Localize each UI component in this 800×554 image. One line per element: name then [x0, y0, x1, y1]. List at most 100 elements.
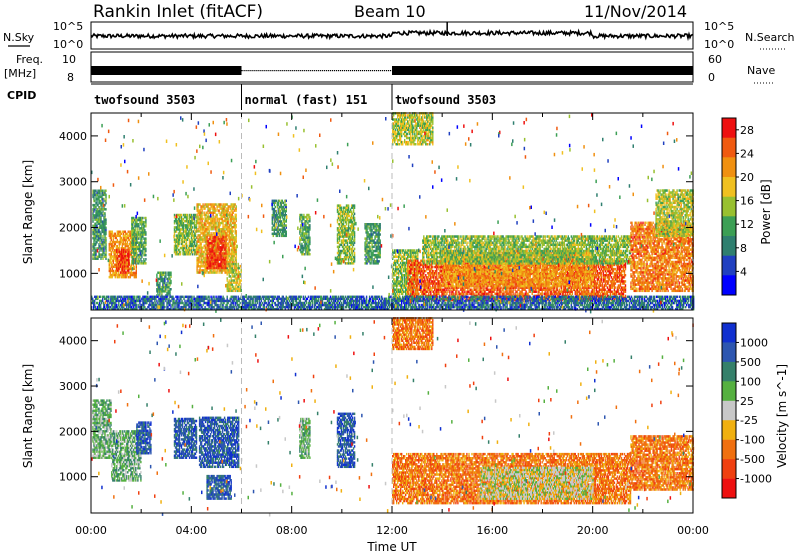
- colorbar-tick-label: 100: [740, 375, 761, 388]
- colorbar-swatch: [722, 420, 736, 440]
- time-tick-label: 00:00: [677, 524, 709, 537]
- time-tick-label: 08:00: [276, 524, 308, 537]
- velocity-ylabel: Slant Range [km]: [21, 364, 35, 468]
- echo-region: [198, 416, 240, 469]
- freq-dot: [289, 70, 291, 72]
- freq-dot: [347, 70, 350, 72]
- echo-region: [116, 248, 130, 274]
- echo-region: [364, 223, 381, 265]
- time-tick-label: 20:00: [577, 524, 609, 537]
- nave-rtick-bottom: 0: [708, 71, 715, 84]
- colorbar-swatch: [722, 400, 736, 421]
- colorbar-tick-label: -1000: [740, 473, 772, 486]
- colorbar-swatch: [722, 323, 736, 343]
- echo-region: [136, 421, 152, 455]
- power-colorbar: 4 8 12 16 20 24 28: [721, 117, 754, 296]
- nave-rtick-top: 60: [708, 53, 722, 66]
- freq-dot: [291, 70, 293, 72]
- freq-dot: [377, 70, 380, 72]
- freq-dot: [327, 70, 329, 72]
- freq-dot: [361, 70, 364, 72]
- freq-dot: [359, 70, 362, 72]
- freq-dot: [297, 70, 299, 72]
- colorbar-swatch: [722, 381, 736, 401]
- freq-dot: [269, 70, 271, 72]
- freq-dot: [255, 70, 257, 72]
- freq-dot: [261, 70, 263, 72]
- colorbar-swatch: [722, 177, 736, 197]
- nsky-line: [90, 28, 694, 42]
- freq-ytick-top: 10: [62, 53, 76, 66]
- freq-dot: [271, 70, 273, 72]
- colorbar-tick-label: 8: [740, 242, 747, 255]
- freq-dot: [313, 70, 315, 72]
- range-tick-label: 3000: [59, 380, 87, 393]
- freq-dot: [379, 70, 382, 72]
- velocity-axes: 1000 2000 3000 4000: [59, 318, 694, 513]
- freq-dot: [325, 70, 327, 72]
- colorbar-swatch: [722, 342, 736, 363]
- echo-region: [271, 199, 287, 238]
- cpid-segment-label: normal (fast) 151: [245, 93, 368, 107]
- freq-dot: [299, 70, 301, 72]
- time-tick-label: 16:00: [476, 524, 508, 537]
- freq-dot: [277, 70, 279, 72]
- freq-dot: [287, 70, 289, 72]
- echo-region: [392, 112, 434, 146]
- colorbar-swatch: [722, 196, 736, 217]
- power-colorbar-label: Power [dB]: [759, 179, 773, 244]
- freq-label-1: Freq.: [16, 53, 43, 66]
- freq-panel: Freq. [MHz] 10 8 60 0 Nave: [4, 51, 775, 84]
- freq-dot: [333, 70, 336, 72]
- freq-trace: [91, 66, 693, 75]
- time-tick-label: 04:00: [175, 524, 207, 537]
- freq-dot: [345, 70, 348, 72]
- freq-label-2: [MHz]: [4, 67, 36, 80]
- freq-dot: [385, 70, 388, 72]
- freq-dot: [383, 70, 386, 72]
- freq-dot: [301, 70, 303, 72]
- colorbar-tick-label: 25: [740, 395, 754, 408]
- freq-dot: [319, 70, 321, 72]
- colorbar-tick-label: -100: [740, 434, 765, 447]
- freq-dot: [253, 70, 255, 72]
- velocity-colorbar-label: Velocity [m s^-1]: [775, 364, 789, 468]
- echo-region: [392, 317, 434, 351]
- freq-dot: [275, 70, 277, 72]
- freq-ytick-bottom: 8: [67, 71, 74, 84]
- power-panel: 1000 2000 3000 4000 Slant Range [km] 4 8 12 16…: [21, 112, 773, 314]
- nsky-rtick-top: 10^5: [704, 20, 734, 33]
- cpid-segment: normal (fast) 151: [241, 84, 368, 110]
- echo-region: [92, 189, 107, 260]
- echo-region: [156, 271, 172, 297]
- power-ylabel: Slant Range [km]: [21, 160, 35, 264]
- freq-dot: [267, 70, 269, 72]
- colorbar-swatch: [722, 255, 736, 276]
- nsky-rtick-bottom: 10^0: [704, 38, 734, 51]
- freq-dot: [247, 70, 249, 72]
- freq-dot: [309, 70, 311, 72]
- freq-dot: [307, 70, 309, 72]
- colorbar-tick-label: 1000: [740, 336, 768, 349]
- echo-region: [226, 262, 242, 293]
- freq-dot: [285, 70, 287, 72]
- freq-dot: [371, 70, 374, 72]
- freq-dot: [363, 70, 366, 72]
- range-tick-label: 2000: [59, 222, 87, 235]
- freq-band: [91, 66, 242, 75]
- freq-dot: [265, 70, 267, 72]
- nsky-label: N.Sky: [3, 31, 35, 44]
- echo-region: [299, 417, 311, 459]
- freq-dot: [279, 70, 281, 72]
- freq-dot: [365, 70, 368, 72]
- freq-dot: [251, 70, 253, 72]
- freq-dot: [317, 70, 319, 72]
- freq-dot: [259, 70, 261, 72]
- cpid-segment-label: twofsound 3503: [94, 93, 195, 107]
- colorbar-tick-label: 28: [740, 124, 754, 137]
- colorbar-tick-label: -500: [740, 453, 765, 466]
- nsky-trace: [90, 22, 694, 42]
- time-tick-labels: 00:00 04:00 08:00 12:00 16:00 20:00 00:00: [75, 524, 709, 537]
- echo-region: [91, 295, 695, 311]
- freq-dot: [351, 70, 354, 72]
